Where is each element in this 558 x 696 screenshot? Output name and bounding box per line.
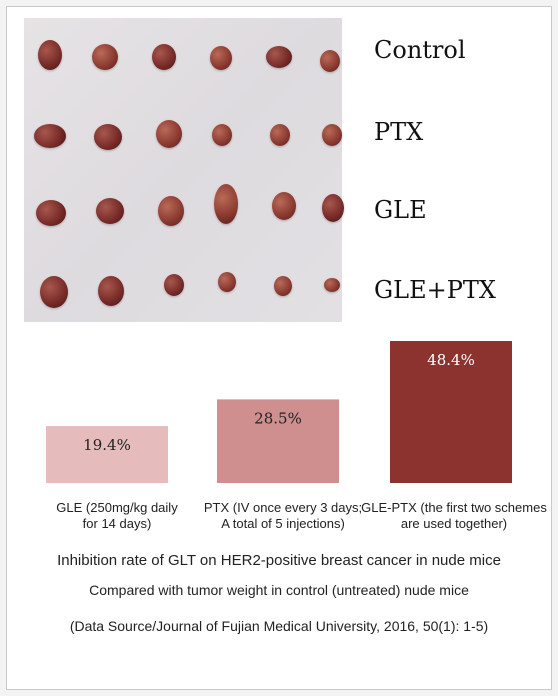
- tumor: [164, 274, 184, 296]
- category-label-ptx: PTX (IV once every 3 days; A total of 5 …: [188, 500, 378, 532]
- category-label-gle-ptx: GLE-PTX (the first two schemes are used …: [356, 500, 552, 532]
- tumor: [272, 192, 296, 220]
- tumor: [156, 120, 182, 148]
- tumor: [40, 276, 68, 308]
- bar-2: [390, 341, 512, 483]
- category-label-line: PTX (IV once every 3 days;: [203, 500, 363, 515]
- tumor: [266, 46, 292, 68]
- tumor: [158, 196, 184, 226]
- tumor: [98, 276, 124, 306]
- tumor: [36, 200, 66, 226]
- row-label-gle: GLE: [374, 196, 427, 224]
- bar-0: [46, 426, 168, 483]
- tumor: [94, 124, 122, 150]
- tumor: [270, 124, 290, 146]
- tumor: [38, 40, 62, 70]
- chart-title: Inhibition rate of GLT on HER2-positive …: [57, 552, 501, 569]
- bar-1: [217, 399, 339, 483]
- tumor: [214, 184, 238, 224]
- tumor: [96, 198, 124, 224]
- tumor: [322, 194, 344, 222]
- tumor: [34, 124, 66, 148]
- chart-subtitle: Compared with tumor weight in control (u…: [89, 582, 469, 598]
- bar-value-label: 28.5%: [254, 409, 302, 427]
- bar-value-label: 48.4%: [427, 351, 475, 369]
- bar-value-label: 19.4%: [83, 436, 131, 454]
- tumor-photo: [24, 18, 344, 322]
- tumor: [322, 124, 342, 146]
- tumor: [274, 276, 292, 296]
- tumor: [152, 44, 176, 70]
- tumor: [92, 44, 118, 70]
- category-label-line: are used together): [400, 516, 508, 531]
- data-source: (Data Source/Journal of Fujian Medical U…: [69, 618, 489, 634]
- row-label-ptx: PTX: [374, 118, 424, 146]
- category-label-line: GLE (250mg/kg daily: [56, 500, 178, 515]
- row-label-gle-ptx: GLE+PTX: [374, 276, 496, 304]
- tumor: [324, 278, 340, 292]
- category-label-line: for 14 days): [82, 516, 152, 531]
- tumor: [210, 46, 232, 70]
- tumor: [320, 50, 340, 72]
- tumor: [212, 124, 232, 146]
- category-label-line: GLE-PTX (the first two schemes: [361, 500, 547, 515]
- row-label-control: Control: [374, 36, 466, 64]
- tumor: [218, 272, 236, 292]
- category-label-line: A total of 5 injections): [221, 516, 345, 531]
- category-label-gle: GLE (250mg/kg daily for 14 days): [22, 500, 212, 532]
